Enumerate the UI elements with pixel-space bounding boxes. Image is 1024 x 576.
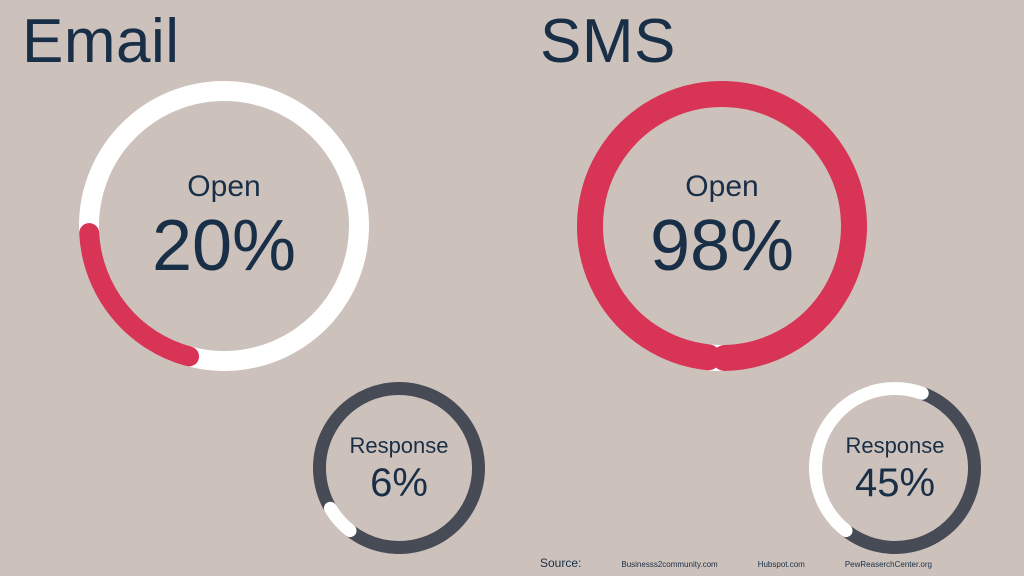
source-item: Businesss2community.com <box>621 560 717 569</box>
source-label: Source: <box>540 556 581 570</box>
label-sms-open: Open <box>685 170 758 204</box>
label-sms-response: Response <box>845 433 944 459</box>
source-footer: Source: Businesss2community.com Hubspot.… <box>540 556 932 570</box>
ring-email-open: Open 20% <box>79 81 369 371</box>
source-item: PewReaserchCenter.org <box>845 560 932 569</box>
heading-email: Email <box>22 6 180 77</box>
source-item: Hubspot.com <box>758 560 805 569</box>
ring-email-response: Response 6% <box>313 382 485 554</box>
ring-sms-response: Response 45% <box>809 382 981 554</box>
value-email-response: 6% <box>370 463 428 503</box>
ring-sms-open: Open 98% <box>577 81 867 371</box>
heading-sms: SMS <box>540 6 676 77</box>
value-sms-open: 98% <box>650 210 794 282</box>
value-sms-response: 45% <box>855 463 935 503</box>
label-email-response: Response <box>349 433 448 459</box>
value-email-open: 20% <box>152 210 296 282</box>
label-email-open: Open <box>187 170 260 204</box>
infographic-stage: Email SMS Open 20% Open 98% Response 6% … <box>0 0 1024 576</box>
